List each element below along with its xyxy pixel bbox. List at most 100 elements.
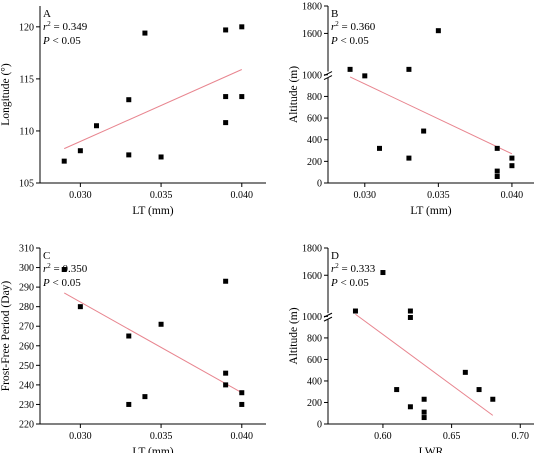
data-point bbox=[61, 267, 67, 273]
x-tick-label: 0.035 bbox=[427, 190, 450, 201]
panel-letter: B bbox=[331, 8, 338, 20]
axis-break-mark bbox=[323, 75, 333, 81]
data-point bbox=[142, 394, 148, 400]
y-tick-label: 280 bbox=[19, 302, 34, 313]
data-point bbox=[421, 409, 427, 415]
data-point bbox=[407, 308, 413, 314]
data-point bbox=[476, 387, 482, 393]
x-tick-label: 0.60 bbox=[374, 431, 392, 442]
y-tick-label: 800 bbox=[307, 333, 322, 344]
y-tick-label: 200 bbox=[307, 157, 322, 168]
x-tick-label: 0.030 bbox=[69, 190, 92, 201]
y-tick-label: 250 bbox=[19, 361, 34, 372]
data-point bbox=[509, 163, 515, 169]
p-value-stat: P < 0.05 bbox=[330, 277, 369, 289]
data-point bbox=[223, 370, 229, 376]
data-point bbox=[126, 97, 132, 103]
y-tick-label: 120 bbox=[19, 22, 34, 33]
y-axis-label: Altitude (m) bbox=[288, 66, 300, 123]
x-tick-label: 0.030 bbox=[354, 190, 377, 201]
y-tick-label: 200 bbox=[307, 398, 322, 409]
y-tick-label: 600 bbox=[307, 114, 322, 125]
y-tick-label: 400 bbox=[307, 135, 322, 146]
x-tick-label: 0.70 bbox=[512, 431, 530, 442]
panel-letter: C bbox=[43, 250, 50, 262]
y-tick-label: 600 bbox=[307, 355, 322, 366]
y-tick-label: 1800 bbox=[302, 244, 322, 255]
panel-a: 0.030 0.035 0.040 105 110 115 120 LT (mm) Longit… bbox=[0, 6, 266, 217]
data-point bbox=[239, 401, 245, 407]
data-point bbox=[223, 120, 229, 126]
data-point bbox=[380, 270, 386, 276]
y-tick-label: 260 bbox=[19, 341, 34, 352]
y-tick-label: 1600 bbox=[302, 271, 322, 282]
data-point bbox=[394, 387, 400, 393]
r-squared-stat: r2 = 0.349 bbox=[43, 20, 88, 33]
y-tick-label: 1000 bbox=[302, 312, 322, 323]
x-tick-label: 0.040 bbox=[501, 190, 524, 201]
y-axis-label: Frost-Free Period (Day) bbox=[0, 281, 12, 392]
y-tick-label: 300 bbox=[19, 263, 34, 274]
panel-c: 0.030 0.035 0.040 220 230 240 250 260 270 280 290 3… bbox=[0, 244, 266, 453]
y-tick-label: 400 bbox=[307, 376, 322, 387]
y-axis-label: Longitude (°) bbox=[0, 63, 12, 126]
data-point bbox=[158, 154, 164, 160]
x-axis-label: LT (mm) bbox=[132, 446, 173, 453]
data-point bbox=[352, 308, 358, 314]
panel-d: 0.60 0.65 0.70 0 200 400 600 800 1000 1600 1800 LWR… bbox=[288, 244, 534, 453]
data-point bbox=[421, 128, 427, 134]
data-point bbox=[421, 415, 427, 421]
y-tick-label: 105 bbox=[19, 179, 34, 190]
data-point bbox=[494, 145, 500, 151]
y-tick-label: 290 bbox=[19, 283, 34, 294]
x-axis-label: LT (mm) bbox=[132, 205, 173, 217]
data-point bbox=[421, 396, 427, 402]
regression-line bbox=[64, 69, 242, 150]
data-point bbox=[435, 28, 441, 34]
data-point bbox=[126, 152, 132, 158]
y-tick-label: 310 bbox=[19, 244, 34, 255]
data-point bbox=[377, 145, 382, 151]
data-point bbox=[77, 148, 83, 154]
r-squared-stat: r2 = 0.350 bbox=[43, 262, 88, 275]
y-tick-label: 1800 bbox=[302, 2, 322, 13]
data-point bbox=[158, 321, 164, 327]
data-point bbox=[142, 30, 148, 36]
p-value-stat: P < 0.05 bbox=[330, 35, 369, 47]
panel-letter: A bbox=[43, 8, 51, 20]
y-tick-label: 0 bbox=[317, 179, 322, 190]
panel-b: 0.030 0.035 0.040 0 200 400 600 800 1000 1600 1800… bbox=[288, 2, 534, 217]
y-tick-label: 220 bbox=[19, 420, 34, 431]
x-tick-label: 0.030 bbox=[69, 431, 92, 442]
data-point bbox=[94, 123, 99, 129]
x-tick-label: 0.040 bbox=[231, 190, 254, 201]
regression-line bbox=[63, 292, 243, 394]
y-tick-label: 270 bbox=[19, 322, 34, 333]
regression-line bbox=[349, 76, 513, 155]
data-point bbox=[407, 314, 413, 320]
data-point bbox=[347, 66, 353, 72]
y-tick-label: 115 bbox=[19, 74, 34, 85]
x-tick-label: 0.035 bbox=[150, 431, 173, 442]
p-value-stat: P < 0.05 bbox=[42, 277, 81, 289]
data-point bbox=[239, 94, 245, 100]
data-point bbox=[406, 155, 412, 161]
r-squared-stat: r2 = 0.360 bbox=[331, 20, 376, 33]
data-point bbox=[406, 66, 412, 72]
y-tick-label: 0 bbox=[317, 420, 322, 431]
data-point bbox=[126, 401, 132, 407]
data-point bbox=[239, 24, 245, 30]
axis-break-mark bbox=[323, 316, 333, 322]
r-squared-stat: r2 = 0.333 bbox=[331, 262, 376, 275]
data-point bbox=[223, 278, 229, 284]
x-tick-label: 0.040 bbox=[231, 431, 254, 442]
x-tick-label: 0.035 bbox=[150, 190, 173, 201]
data-point bbox=[61, 158, 67, 164]
y-tick-label: 230 bbox=[19, 400, 34, 411]
data-point bbox=[494, 174, 500, 180]
data-point bbox=[509, 155, 515, 161]
data-point bbox=[223, 382, 229, 388]
data-point bbox=[407, 404, 413, 410]
x-tick-label: 0.65 bbox=[443, 431, 461, 442]
data-point bbox=[223, 94, 229, 100]
